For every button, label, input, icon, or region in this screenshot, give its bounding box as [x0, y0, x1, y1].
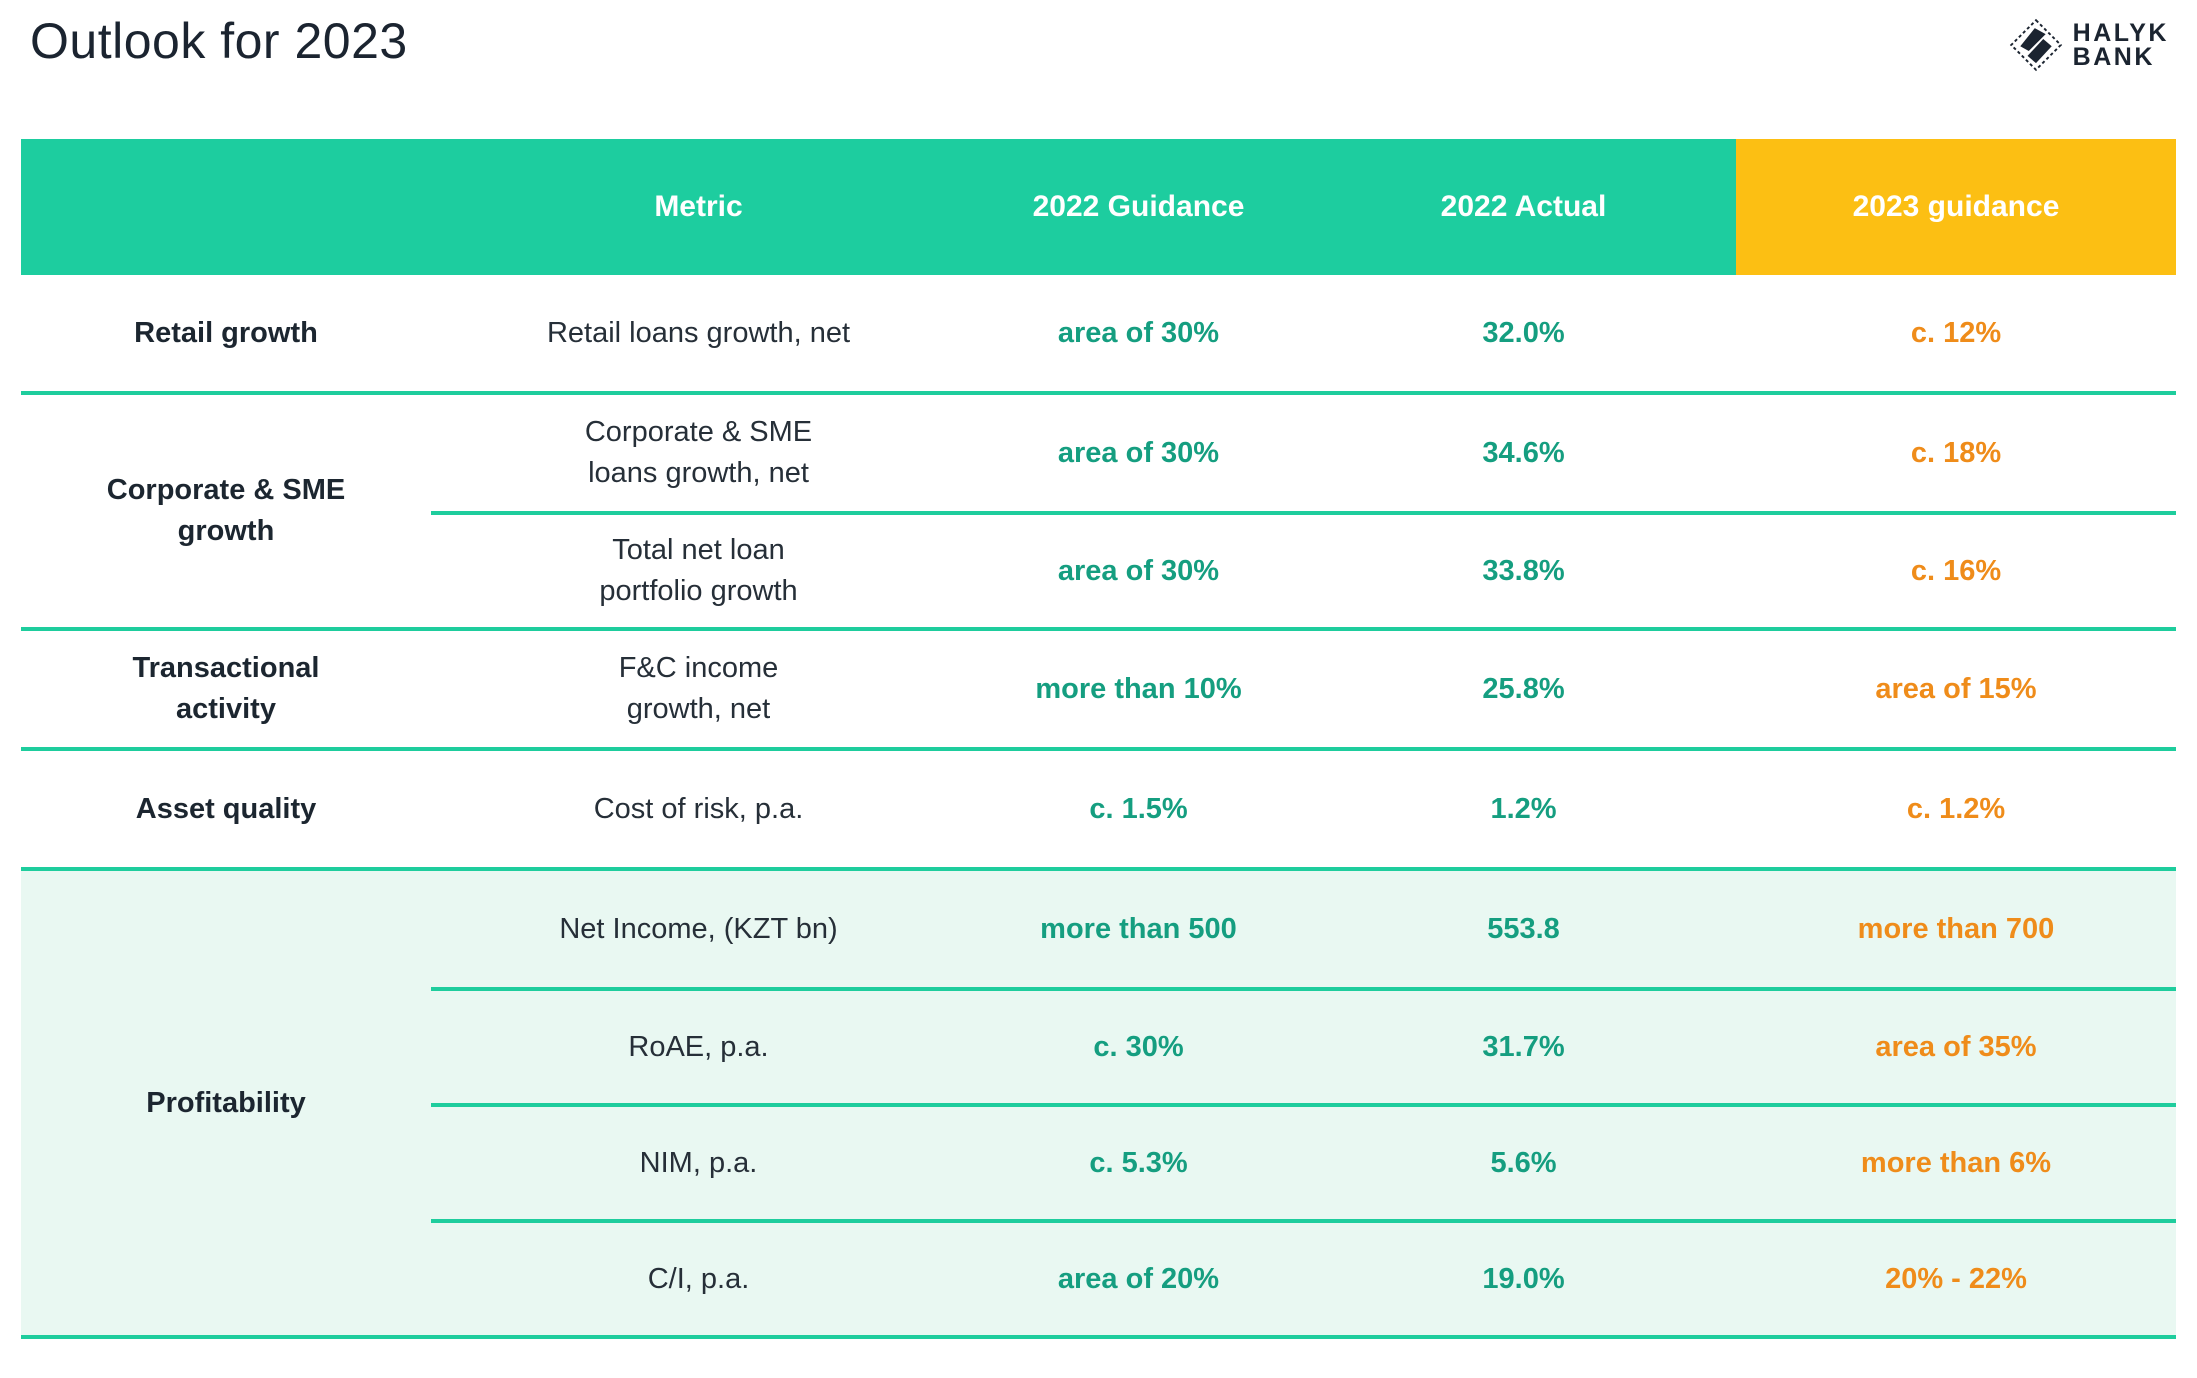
- group-rows: Net Income, (KZT bn) more than 500 553.8…: [431, 871, 2176, 1335]
- actual-2022-cell: 25.8%: [1482, 672, 1565, 705]
- group-rows: Cost of risk, p.a. c. 1.5% 1.2% c. 1.2%: [431, 751, 2176, 867]
- actual-2022-cell: 31.7%: [1482, 1030, 1565, 1063]
- guidance-2023-cell: c. 1.2%: [1906, 792, 2006, 825]
- category-cell: Retail growth: [134, 316, 318, 349]
- table-row: F&C income growth, net more than 10% 25.…: [431, 631, 2176, 747]
- table-header-row: Metric 2022 Guidance 2022 Actual 2023 gu…: [21, 139, 2176, 275]
- header-2022-actual-cell: 2022 Actual: [1311, 139, 1736, 275]
- guidance-2022-cell: c. 1.5%: [1089, 792, 1188, 825]
- group-rows: Retail loans growth, net area of 30% 32.…: [431, 275, 2176, 391]
- guidance-2023-cell: 20% - 22%: [1885, 1262, 2027, 1295]
- guidance-2023-cell: more than 700: [1857, 912, 2055, 945]
- header-category-cell: [21, 139, 431, 275]
- metric-cell: Corporate & SME loans growth, net: [584, 416, 813, 489]
- guidance-2022-cell: more than 500: [1040, 912, 1237, 945]
- table-row: RoAE, p.a. c. 30% 31.7% area of 35%: [431, 987, 2176, 1103]
- guidance-2023-cell: area of 15%: [1875, 672, 2037, 705]
- table-row: Net Income, (KZT bn) more than 500 553.8…: [431, 871, 2176, 987]
- actual-2022-cell: 34.6%: [1482, 436, 1565, 469]
- metric-cell: C/I, p.a.: [647, 1262, 750, 1295]
- category-cell: Corporate & SME growth: [106, 474, 346, 547]
- actual-2022-cell: 19.0%: [1482, 1262, 1565, 1295]
- metric-cell: Cost of risk, p.a.: [593, 792, 804, 825]
- group-rows: Corporate & SME loans growth, net area o…: [431, 395, 2176, 627]
- page-title: Outlook for 2023: [30, 13, 408, 69]
- guidance-2023-cell: c. 12%: [1910, 316, 2002, 349]
- category-cell: Asset quality: [135, 792, 317, 825]
- logo-text-halyk: HALYK: [2072, 18, 2169, 47]
- guidance-2023-cell: c. 16%: [1910, 554, 2002, 587]
- outlook-table: Metric 2022 Guidance 2022 Actual 2023 gu…: [21, 139, 2176, 1339]
- guidance-2023-cell: c. 18%: [1910, 436, 2002, 469]
- metric-cell: Net Income, (KZT bn): [559, 912, 838, 945]
- metric-cell: RoAE, p.a.: [628, 1030, 769, 1063]
- metric-cell: NIM, p.a.: [639, 1146, 758, 1179]
- metric-cell: Retail loans growth, net: [546, 316, 851, 349]
- table-group-corporate-sme-growth: Corporate & SME growth Corporate & SME l…: [21, 395, 2176, 631]
- table-row: Total net loan portfolio growth area of …: [431, 511, 2176, 627]
- metric-cell: F&C income growth, net: [618, 652, 779, 725]
- logo-text-bank: BANK: [2072, 43, 2155, 71]
- header-metric-cell: Metric: [431, 139, 966, 275]
- table-row: C/I, p.a. area of 20% 19.0% 20% - 22%: [431, 1219, 2176, 1335]
- logo-text: HALYK BANK: [2072, 18, 2169, 71]
- category-cell: Transactional activity: [132, 652, 320, 725]
- group-rows: F&C income growth, net more than 10% 25.…: [431, 631, 2176, 747]
- table-row: NIM, p.a. c. 5.3% 5.6% more than 6%: [431, 1103, 2176, 1219]
- category-cell: Profitability: [146, 1086, 306, 1119]
- actual-2022-cell: 1.2%: [1490, 792, 1557, 825]
- table-group-profitability: Profitability Net Income, (KZT bn) more …: [21, 871, 2176, 1339]
- table-group-retail-growth: Retail growth Retail loans growth, net a…: [21, 275, 2176, 395]
- guidance-2022-cell: area of 20%: [1057, 1262, 1220, 1295]
- guidance-2023-cell: more than 6%: [1860, 1146, 2052, 1179]
- header-2022-guidance-cell: 2022 Guidance: [966, 139, 1311, 275]
- metric-cell: Total net loan portfolio growth: [599, 534, 798, 607]
- table-group-asset-quality: Asset quality Cost of risk, p.a. c. 1.5%…: [21, 751, 2176, 871]
- guidance-2022-cell: c. 5.3%: [1089, 1146, 1188, 1179]
- table-group-transactional-activity: Transactional activity F&C income growth…: [21, 631, 2176, 751]
- table-row: Retail loans growth, net area of 30% 32.…: [431, 275, 2176, 391]
- actual-2022-cell: 32.0%: [1482, 316, 1565, 349]
- actual-2022-cell: 33.8%: [1482, 554, 1565, 587]
- guidance-2022-cell: more than 10%: [1035, 672, 1242, 705]
- actual-2022-cell: 553.8: [1487, 912, 1560, 945]
- guidance-2022-cell: area of 30%: [1057, 316, 1220, 349]
- guidance-2022-cell: area of 30%: [1057, 554, 1220, 587]
- guidance-2022-cell: c. 30%: [1093, 1030, 1184, 1063]
- table-row: Cost of risk, p.a. c. 1.5% 1.2% c. 1.2%: [431, 751, 2176, 867]
- halyk-bank-logo: HALYK BANK: [2007, 16, 2169, 74]
- header-2023-guidance-cell: 2023 guidance: [1736, 139, 2176, 275]
- halyk-diamond-icon: [2009, 18, 2062, 72]
- guidance-2023-cell: area of 35%: [1875, 1030, 2037, 1063]
- guidance-2022-cell: area of 30%: [1057, 436, 1220, 469]
- table-row: Corporate & SME loans growth, net area o…: [431, 395, 2176, 511]
- actual-2022-cell: 5.6%: [1490, 1146, 1557, 1179]
